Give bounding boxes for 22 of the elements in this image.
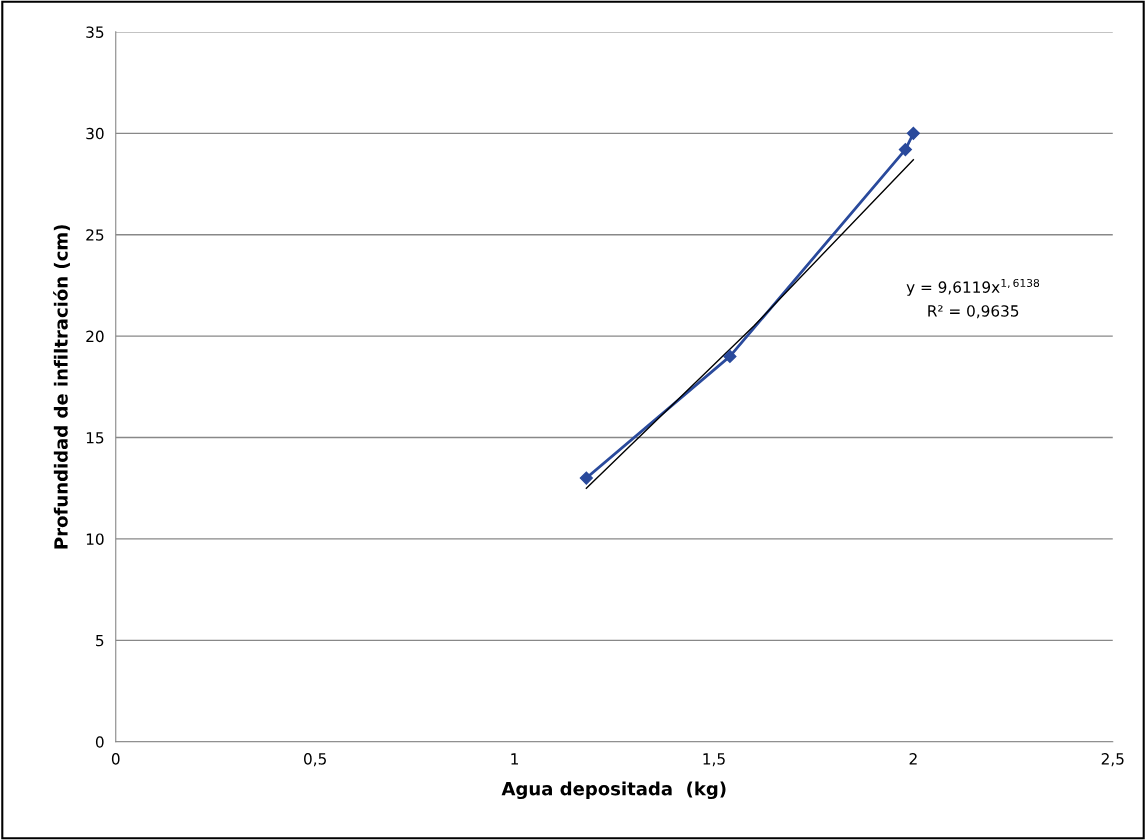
point xyxy=(579,471,593,485)
x-axis-title: Agua depositada (kg) xyxy=(501,781,726,800)
x-tick-label: 1 xyxy=(511,753,518,765)
point xyxy=(906,126,920,140)
y-tick-label: 10 xyxy=(86,533,104,545)
y-tick-label: 35 xyxy=(86,26,104,38)
annotation: y = 9,6119x$^{1,6138}$ xyxy=(906,278,1040,296)
x-tick-label: 2,5 xyxy=(1101,753,1124,767)
x-tick-label: 0,5 xyxy=(304,753,326,767)
y-tick-label: 0 xyxy=(95,736,104,748)
point xyxy=(723,349,737,363)
point xyxy=(898,142,912,157)
y-tick-label: 25 xyxy=(86,229,104,241)
x-tick-label: 0 xyxy=(111,753,120,765)
y-tick-label: 30 xyxy=(86,127,104,140)
annotation: R² = 0,9635 xyxy=(928,305,1019,319)
x-tick-label: 1,5 xyxy=(703,753,725,767)
y-axis-title: Profundidad de infiltración (cm) xyxy=(53,225,70,549)
y-tick-label: 5 xyxy=(96,634,104,647)
y-tick-label: 20 xyxy=(86,330,104,343)
x-tick-label: 2 xyxy=(909,753,917,765)
y-tick-label: 15 xyxy=(86,432,104,444)
